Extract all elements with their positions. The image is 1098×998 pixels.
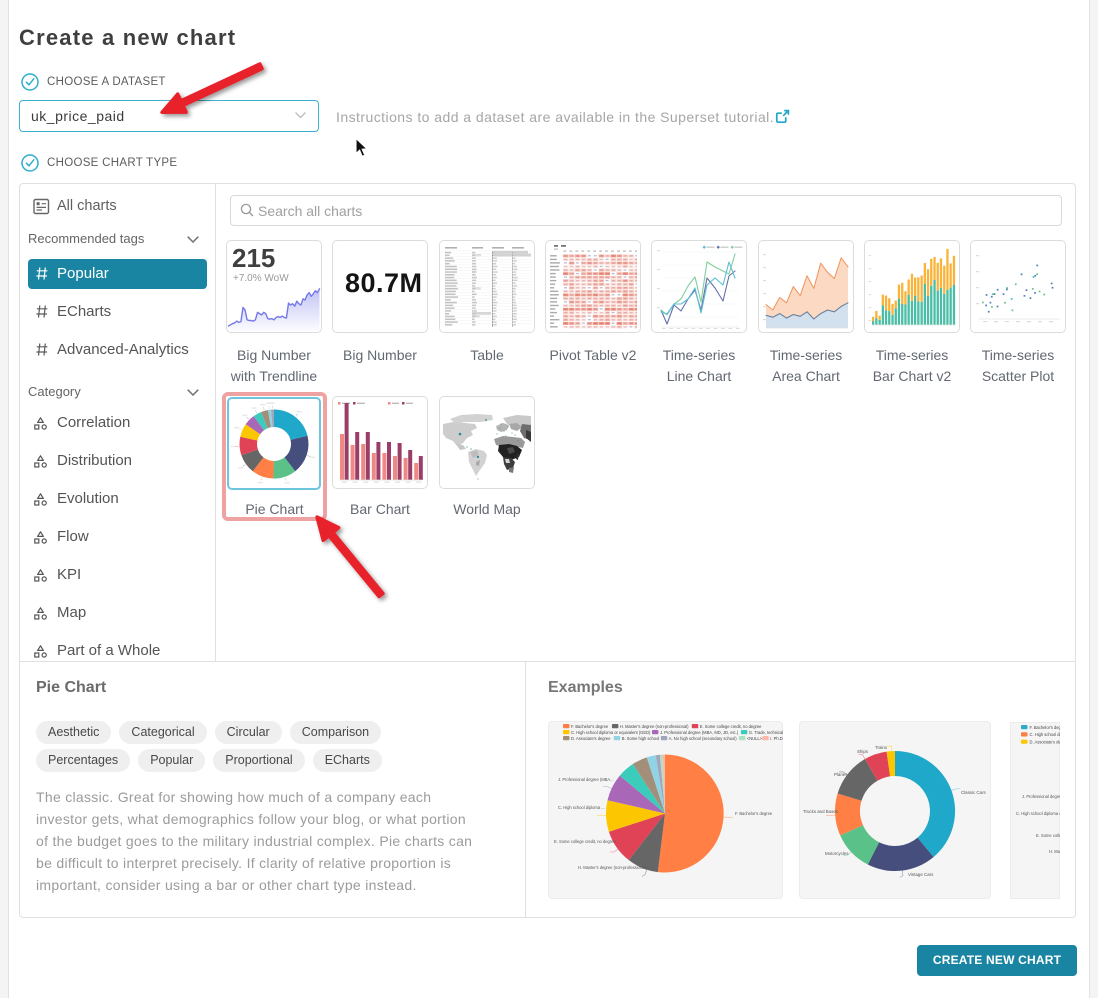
svg-text:F. Bachelor's degree: F. Bachelor's degree xyxy=(571,724,609,729)
svg-text:C. High school diploma ...: C. High school diploma ... xyxy=(558,805,605,810)
svg-text:E. Some college credit, no deg: E. Some college credit, no degree xyxy=(700,724,762,729)
svg-text:C. High school diploma or equi: C. High school diploma or equivalent (GE… xyxy=(571,730,651,735)
svg-text:Planes: Planes xyxy=(834,772,848,777)
svg-text:C. High school diplom: C. High school diplom xyxy=(1030,732,1061,737)
svg-text:Classic Cars: Classic Cars xyxy=(961,790,986,795)
svg-text:H. Mast: H. Mast xyxy=(1049,849,1060,854)
svg-text:H. Master's degree (non-profes: H. Master's degree (non-professional) xyxy=(620,724,689,729)
svg-text:J. Professional degree (MBA...: J. Professional degree (MBA... xyxy=(558,777,614,782)
svg-text:D. Associate's degre: D. Associate's degre xyxy=(1030,739,1061,744)
svg-text:D. Associate's degree: D. Associate's degree xyxy=(571,736,611,741)
svg-text:F. Bachelor's degree: F. Bachelor's degree xyxy=(1030,725,1061,730)
svg-text:E. Some college credit, no deg: E. Some college credit, no degree xyxy=(554,839,616,844)
svg-text:J. Professional degree (MBA, M: J. Professional degree (MBA, MD, JD, etc… xyxy=(660,730,739,735)
svg-text:H. Master's degree (non-profes: H. Master's degree (non-professional) xyxy=(578,865,647,870)
svg-text:J. Professional degree (M: J. Professional degree (M xyxy=(1022,794,1060,799)
svg-text:B. Some high school: B. Some high school xyxy=(622,736,660,741)
svg-text:A. No high school (secondary s: A. No high school (secondary school) xyxy=(669,736,737,741)
svg-text:Trains: Trains xyxy=(875,745,888,750)
svg-text:G. Trade, technical, or vocati: G. Trade, technical, or vocational train… xyxy=(749,730,783,735)
svg-text:Trucks and Buses: Trucks and Buses xyxy=(803,809,839,814)
svg-text:I. Ph.D.: I. Ph.D. xyxy=(770,736,783,741)
svg-text:Motorcycles: Motorcycles xyxy=(825,851,849,856)
svg-text:Ships: Ships xyxy=(857,749,869,754)
svg-text:F. Bachelor's degree: F. Bachelor's degree xyxy=(735,811,773,816)
svg-text:C. High school diploma or eq: C. High school diploma or eq xyxy=(1016,811,1060,816)
svg-text:E. Some college: E. Some college xyxy=(1036,833,1060,838)
svg-text:Vintage Cars: Vintage Cars xyxy=(908,872,934,877)
svg-text:<NULL>: <NULL> xyxy=(747,736,763,741)
